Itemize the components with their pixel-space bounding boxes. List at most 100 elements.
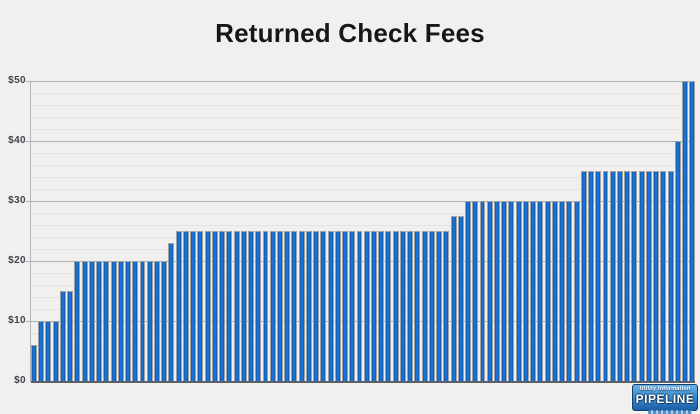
bars-container	[31, 81, 696, 381]
minor-gridline	[31, 333, 695, 334]
bar	[414, 231, 421, 381]
bar	[219, 231, 226, 381]
bar	[240, 231, 247, 381]
minor-gridline	[31, 213, 695, 214]
bar	[638, 171, 645, 381]
chart-title: Returned Check Fees	[215, 18, 485, 48]
bar	[580, 171, 587, 381]
y-tick-label: $10	[8, 315, 26, 326]
y-axis-line	[30, 81, 31, 382]
bar	[508, 201, 515, 381]
bar	[573, 201, 580, 381]
bar	[559, 201, 566, 381]
bar	[320, 231, 327, 381]
minor-gridline	[31, 237, 695, 238]
bar	[399, 231, 406, 381]
bar	[450, 216, 457, 381]
bar	[566, 201, 573, 381]
y-tick-label: $30	[8, 195, 26, 206]
cropped-text-fragment	[648, 410, 692, 414]
bar	[327, 231, 334, 381]
major-gridline	[26, 141, 695, 142]
bar	[132, 261, 139, 381]
y-tick-label: $40	[8, 135, 26, 146]
bar	[298, 231, 305, 381]
minor-gridline	[31, 345, 695, 346]
bar	[371, 231, 377, 381]
minor-gridline	[31, 249, 695, 250]
bar	[501, 201, 508, 381]
major-gridline	[26, 201, 695, 202]
bar	[551, 201, 558, 381]
bar	[421, 231, 428, 381]
bar	[313, 231, 320, 381]
bar	[38, 321, 45, 381]
bar	[146, 261, 153, 381]
bar	[616, 171, 623, 381]
bar	[631, 171, 638, 381]
y-tick-label: $20	[8, 255, 26, 266]
utility-information-pipeline-logo: Utility Information PIPELINE	[632, 384, 698, 411]
bar	[67, 291, 74, 381]
bar	[125, 261, 131, 381]
bar	[544, 201, 551, 381]
bar	[588, 171, 594, 381]
bar	[168, 243, 175, 381]
bar	[595, 171, 602, 381]
bar	[436, 231, 443, 381]
bar	[139, 261, 146, 381]
minor-gridline	[31, 177, 695, 178]
bar	[262, 231, 269, 381]
bar	[153, 261, 160, 381]
bar	[74, 261, 81, 381]
bar	[248, 231, 254, 381]
bar	[457, 216, 464, 381]
y-tick-label: $0	[14, 375, 26, 386]
bar	[175, 231, 182, 381]
bar	[31, 345, 37, 381]
minor-gridline	[31, 309, 695, 310]
bar	[479, 201, 486, 381]
minor-gridline	[31, 129, 695, 130]
minor-gridline	[31, 117, 695, 118]
y-tick-label: $50	[8, 75, 26, 86]
bar	[624, 171, 631, 381]
bar	[392, 231, 399, 381]
minor-gridline	[31, 357, 695, 358]
bar	[255, 231, 262, 381]
bar	[653, 171, 660, 381]
major-gridline	[26, 261, 695, 262]
bar	[88, 261, 95, 381]
bar	[689, 81, 696, 381]
bar	[349, 231, 356, 381]
bar	[609, 171, 616, 381]
bar	[269, 231, 276, 381]
bar	[190, 231, 197, 381]
minor-gridline	[31, 165, 695, 166]
bar	[378, 231, 385, 381]
bar	[465, 201, 471, 381]
bar	[515, 201, 522, 381]
bar	[233, 231, 240, 381]
plot-area	[26, 81, 696, 381]
bar	[356, 231, 363, 381]
bar	[161, 261, 168, 381]
bar	[472, 201, 479, 381]
x-axis-baseline	[31, 381, 695, 383]
bar	[117, 261, 124, 381]
bar	[530, 201, 537, 381]
bar	[334, 231, 341, 381]
bar	[407, 231, 414, 381]
bar	[645, 171, 652, 381]
bar	[363, 231, 370, 381]
minor-gridline	[31, 369, 695, 370]
bar	[110, 261, 117, 381]
logo-line2: PIPELINE	[635, 392, 695, 406]
minor-gridline	[31, 105, 695, 106]
bar	[667, 171, 674, 381]
bar	[276, 231, 283, 381]
bar	[443, 231, 450, 381]
bar	[522, 201, 529, 381]
bar	[660, 171, 667, 381]
